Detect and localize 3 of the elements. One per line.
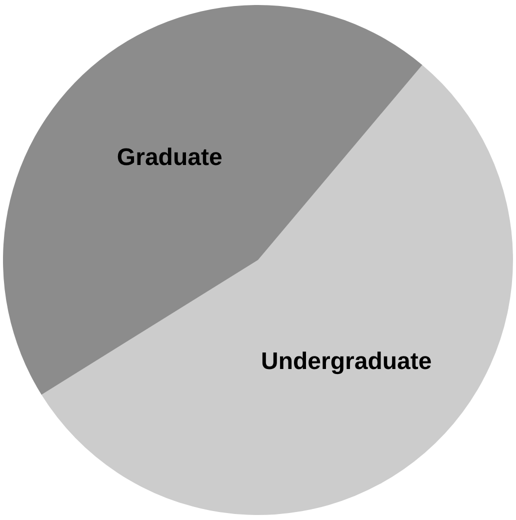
pie-slice [41, 64, 513, 515]
slice-label: Undergraduate [261, 348, 432, 376]
slice-label: Graduate [116, 144, 222, 171]
